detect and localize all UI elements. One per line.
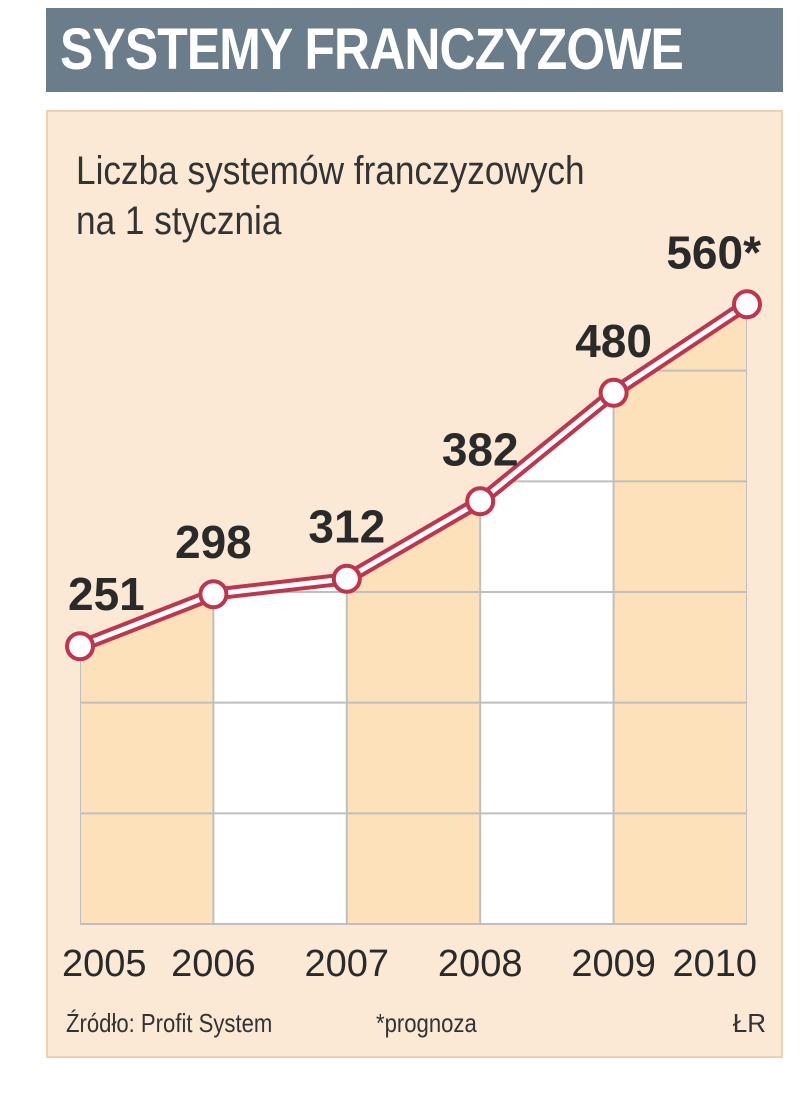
data-point-2008 — [465, 486, 496, 517]
data-label-2006: 298 — [175, 516, 252, 568]
series-line-inner — [77, 301, 750, 649]
data-point-2006 — [198, 579, 229, 610]
data-point-2007 — [331, 563, 362, 594]
subtitle-line-2: na 1 stycznia — [76, 199, 282, 243]
forecast-note: *prognoza — [376, 1008, 477, 1038]
data-label-2009: 480 — [575, 315, 652, 367]
data-point-2009 — [598, 377, 629, 408]
data-point-2010 — [732, 289, 762, 320]
data-label-2008: 382 — [442, 423, 519, 475]
column-fill-2007 — [346, 501, 481, 924]
column-fill-2009 — [613, 304, 747, 924]
data-label-2005: 251 — [68, 568, 145, 620]
chart-header: SYSTEMY FRANCZYZOWE — [46, 8, 783, 92]
x-tick-label-2008: 2008 — [438, 943, 523, 985]
data-point-2005 — [65, 631, 95, 662]
source-note: Źródło: Profit System — [66, 1008, 273, 1038]
data-label-2010: 560* — [666, 226, 761, 278]
x-tick-label-2009: 2009 — [571, 943, 656, 985]
data-label-2007: 312 — [308, 501, 385, 553]
column-fill-2006 — [213, 578, 347, 924]
column-fill-2008 — [480, 392, 614, 924]
author-credit: ŁR — [732, 1008, 766, 1038]
subtitle-line-1: Liczba systemów franczyzowych — [76, 149, 585, 193]
column-fill-2005 — [80, 594, 214, 924]
x-tick-label-2010: 2010 — [672, 943, 757, 985]
chart-footer: Źródło: Profit System *prognoza ŁR — [66, 1008, 766, 1048]
x-tick-label-2006: 2006 — [171, 943, 256, 985]
x-tick-label-2007: 2007 — [305, 943, 390, 985]
chart-title: SYSTEMY FRANCZYZOWE — [60, 17, 684, 82]
x-tick-label-2005: 2005 — [62, 943, 147, 985]
chart-subtitle: Liczba systemów franczyzowych na 1 stycz… — [76, 146, 683, 246]
